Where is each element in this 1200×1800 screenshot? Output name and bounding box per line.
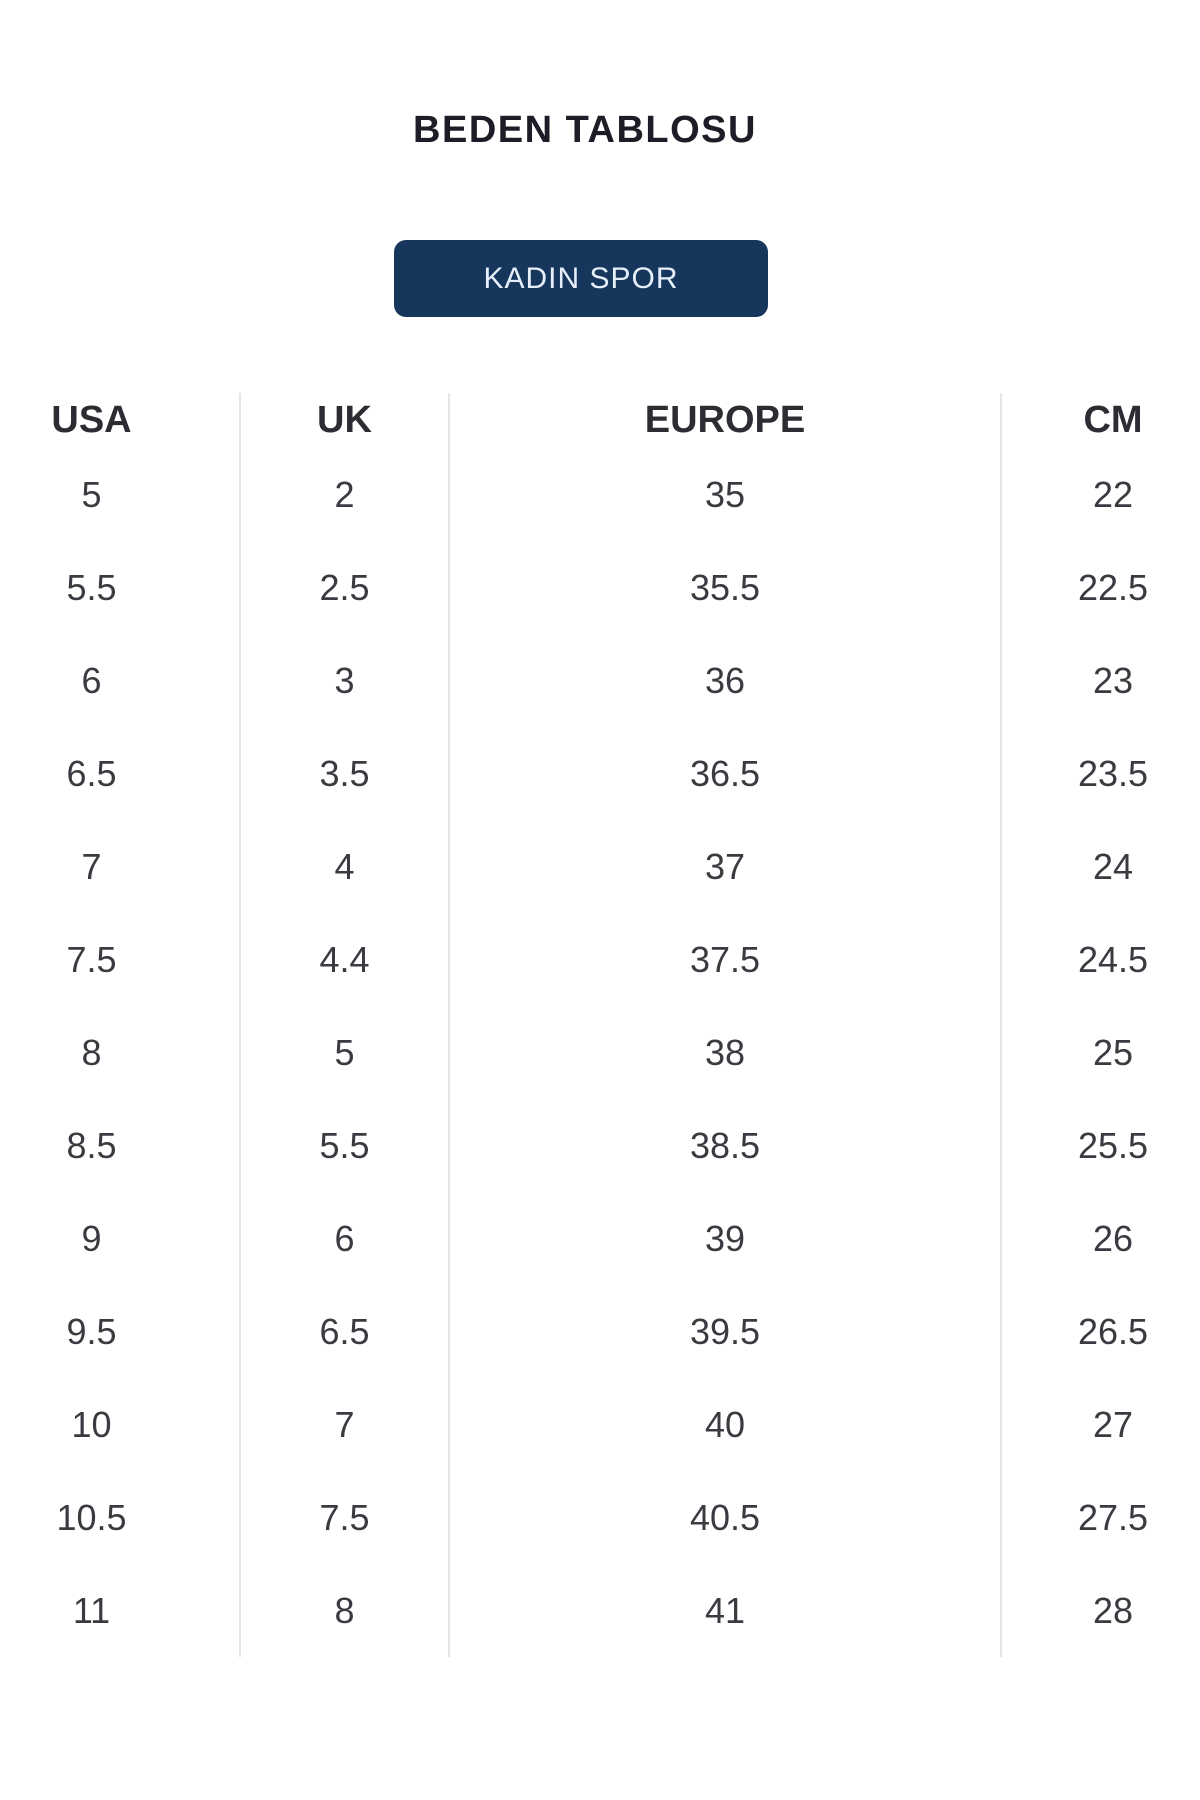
cell-uk: 2: [239, 448, 448, 541]
cell-uk: 3: [239, 634, 448, 727]
cell-cm: 22: [1000, 448, 1200, 541]
cell-uk: 8: [239, 1564, 448, 1657]
cell-uk: 2.5: [239, 541, 448, 634]
cell-cm: 25: [1000, 1006, 1200, 1099]
cell-europe: 40: [448, 1378, 1000, 1471]
cell-uk: 5.5: [239, 1099, 448, 1192]
cell-cm: 28: [1000, 1564, 1200, 1657]
table-row: 5 2 35 22: [0, 448, 1200, 541]
cell-cm: 22.5: [1000, 541, 1200, 634]
cell-europe: 35: [448, 448, 1000, 541]
cell-europe: 36: [448, 634, 1000, 727]
page-title: BEDEN TABLOSU: [413, 109, 757, 151]
table-row: 8 5 38 25: [0, 1006, 1200, 1099]
column-header-europe: EUROPE: [448, 393, 1000, 448]
cell-usa: 6: [81, 659, 102, 701]
cell-cm: 26.5: [1000, 1285, 1200, 1378]
cell-cm: 23: [1000, 634, 1200, 727]
cell-europe: 37.5: [448, 913, 1000, 1006]
cell-usa: 7: [81, 845, 102, 887]
cell-usa: 9: [81, 1217, 102, 1259]
cell-europe: 36.5: [448, 727, 1000, 820]
table-row: 7.5 4.4 37.5 24.5: [0, 913, 1200, 1006]
cell-cm: 25.5: [1000, 1099, 1200, 1192]
cell-uk: 4.4: [239, 913, 448, 1006]
cell-europe: 41: [448, 1564, 1000, 1657]
column-header-cm: CM: [1000, 393, 1200, 448]
cell-usa: 7.5: [66, 938, 117, 980]
cell-uk: 6: [239, 1192, 448, 1285]
cell-usa: 8: [81, 1031, 102, 1073]
table-row: 9.5 6.5 39.5 26.5: [0, 1285, 1200, 1378]
cell-usa: 8.5: [66, 1124, 117, 1166]
cell-usa: 10.5: [56, 1496, 127, 1538]
table-row: 8.5 5.5 38.5 25.5: [0, 1099, 1200, 1192]
cell-cm: 24.5: [1000, 913, 1200, 1006]
table-row: 6.5 3.5 36.5 23.5: [0, 727, 1200, 820]
cell-europe: 38: [448, 1006, 1000, 1099]
cell-usa: 11: [72, 1589, 111, 1631]
cell-uk: 7: [239, 1378, 448, 1471]
table-row: 6 3 36 23: [0, 634, 1200, 727]
column-header-uk: UK: [239, 393, 448, 448]
cell-europe: 37: [448, 820, 1000, 913]
cell-uk: 4: [239, 820, 448, 913]
table-row: 11 8 41 28: [0, 1564, 1200, 1657]
category-button-kadin-spor[interactable]: KADIN SPOR: [394, 240, 768, 317]
cell-uk: 5: [239, 1006, 448, 1099]
cell-europe: 35.5: [448, 541, 1000, 634]
cell-usa: 10: [71, 1403, 112, 1445]
cell-cm: 24: [1000, 820, 1200, 913]
cell-uk: 7.5: [239, 1471, 448, 1564]
size-table-body: 5 2 35 22 5.5 2.5 35.5 22.5 6 3 36 23 6.5 3.5 36.5 23.5…: [0, 448, 1200, 1657]
table-row: 10 7 40 27: [0, 1378, 1200, 1471]
cell-cm: 26: [1000, 1192, 1200, 1285]
cell-europe: 39: [448, 1192, 1000, 1285]
cell-europe: 38.5: [448, 1099, 1000, 1192]
table-row: 10.5 7.5 40.5 27.5: [0, 1471, 1200, 1564]
size-table: USA UK EUROPE CM 5 2 35 22 5.5 2.5 35.5 22.5 6 3 3…: [0, 393, 1200, 1657]
cell-usa: 6.5: [66, 752, 117, 794]
table-row: 5.5 2.5 35.5 22.5: [0, 541, 1200, 634]
cell-usa: 5: [81, 473, 102, 515]
cell-cm: 23.5: [1000, 727, 1200, 820]
cell-uk: 3.5: [239, 727, 448, 820]
cell-usa: 9.5: [66, 1310, 117, 1352]
cell-cm: 27: [1000, 1378, 1200, 1471]
cell-europe: 40.5: [448, 1471, 1000, 1564]
cell-usa: 5.5: [66, 566, 117, 608]
column-header-usa: USA: [51, 399, 132, 441]
cell-uk: 6.5: [239, 1285, 448, 1378]
size-table-header-row: USA UK EUROPE CM: [0, 393, 1200, 448]
cell-cm: 27.5: [1000, 1471, 1200, 1564]
table-row: 7 4 37 24: [0, 820, 1200, 913]
cell-europe: 39.5: [448, 1285, 1000, 1378]
table-row: 9 6 39 26: [0, 1192, 1200, 1285]
